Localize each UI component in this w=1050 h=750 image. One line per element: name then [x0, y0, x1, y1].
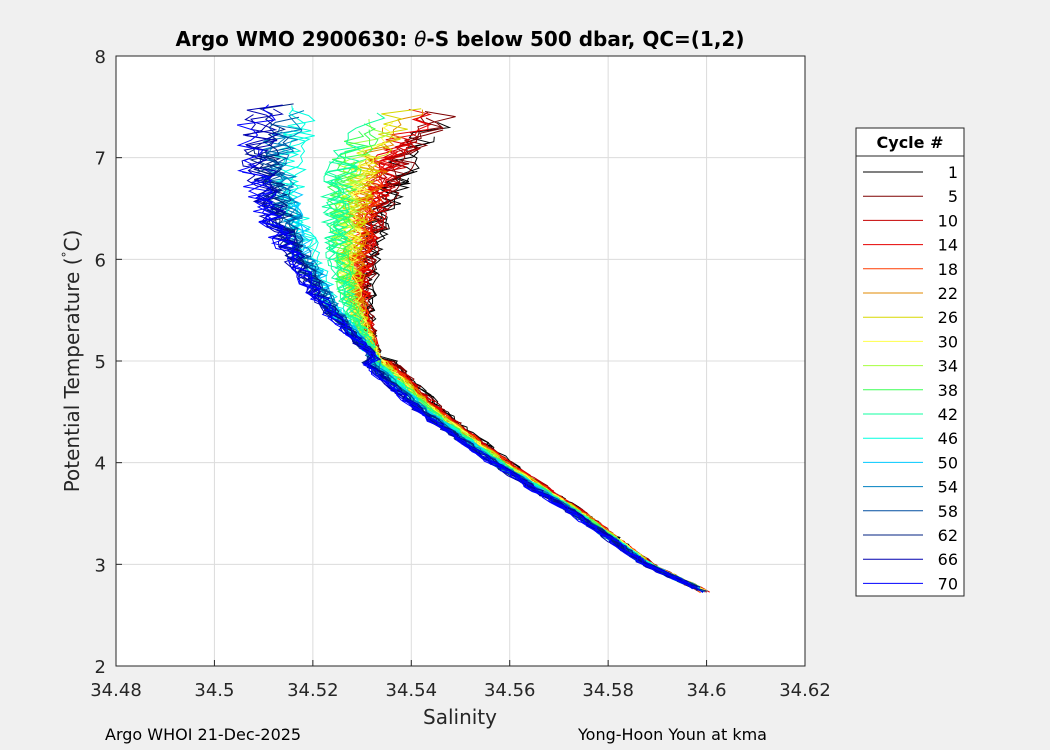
x-tick-label: 34.58 — [582, 680, 634, 701]
legend-label-70: 70 — [938, 574, 958, 593]
x-tick-label: 34.48 — [90, 680, 142, 701]
legend-box — [855, 127, 965, 597]
x-tick-label: 34.52 — [287, 680, 339, 701]
legend-label-1: 1 — [948, 163, 958, 182]
chart-title: Argo WMO 2900630: θ-S below 500 dbar, QC… — [176, 27, 745, 51]
profile-line-cycle-70 — [236, 104, 704, 594]
legend-label-14: 14 — [938, 236, 958, 255]
y-axis-label: Potential Temperature (°C) — [60, 230, 84, 493]
y-tick-labels: 2 3 4 5 6 7 8 — [95, 47, 106, 678]
legend: Cycle # 1 5 10 14 18 22 26 30 34 38 42 46 50 54 58 62 66… — [855, 127, 965, 597]
x-tick-label: 34.6 — [687, 680, 727, 701]
profile-series — [236, 103, 710, 594]
profile-line-cycle-70 — [254, 192, 691, 585]
legend-label-34: 34 — [938, 357, 958, 376]
y-tick-label: 5 — [95, 352, 106, 373]
grid-lines — [115, 55, 806, 667]
x-tick-labels: 34.48 34.5 34.52 34.54 34.56 34.58 34.6 34.62 — [90, 680, 831, 701]
legend-label-38: 38 — [938, 381, 958, 400]
y-label-degree: ° — [60, 251, 74, 257]
y-tick-label: 7 — [95, 149, 106, 170]
legend-label-66: 66 — [938, 550, 958, 569]
title-theta-symbol: θ — [414, 27, 426, 51]
x-tick-label: 34.54 — [386, 680, 438, 701]
legend-label-22: 22 — [938, 284, 958, 303]
legend-label-10: 10 — [938, 211, 958, 230]
legend-label-30: 30 — [938, 332, 958, 351]
legend-label-50: 50 — [938, 453, 958, 472]
plot-frame — [115, 55, 806, 667]
legend-label-26: 26 — [938, 308, 958, 327]
x-tick-label: 34.56 — [484, 680, 536, 701]
x-tick-label: 34.62 — [779, 680, 831, 701]
legend-title: Cycle # — [877, 133, 944, 152]
footer-right: Yong-Hoon Youn at kma — [578, 725, 767, 744]
legend-label-62: 62 — [938, 526, 958, 545]
legend-label-58: 58 — [938, 502, 958, 521]
title-prefix: Argo WMO 2900630: — [176, 27, 415, 51]
y-tick-label: 4 — [95, 454, 106, 475]
legend-label-5: 5 — [948, 187, 958, 206]
legend-label-42: 42 — [938, 405, 958, 424]
y-tick-label: 2 — [95, 657, 106, 678]
y-tick-label: 3 — [95, 555, 106, 576]
legend-label-18: 18 — [938, 260, 958, 279]
y-tick-label: 8 — [95, 47, 106, 68]
footer-left: Argo WHOI 21-Dec-2025 — [105, 725, 302, 744]
y-label-end: C) — [60, 230, 84, 252]
legend-label-46: 46 — [938, 429, 958, 448]
title-suffix: -S below 500 dbar, QC=(1,2) — [426, 27, 744, 51]
profile-line-cycle-66 — [248, 169, 686, 583]
y-tick-label: 6 — [95, 250, 106, 271]
legend-label-54: 54 — [938, 478, 958, 497]
y-label-main: Potential Temperature ( — [60, 257, 84, 492]
legend-entries: 1 5 10 14 18 22 26 30 34 38 42 46 50 54 58 62 66 70 — [863, 163, 958, 593]
x-tick-label: 34.5 — [194, 680, 234, 701]
profile-line-cycle-70 — [243, 181, 694, 589]
x-axis-label: Salinity — [423, 705, 497, 729]
